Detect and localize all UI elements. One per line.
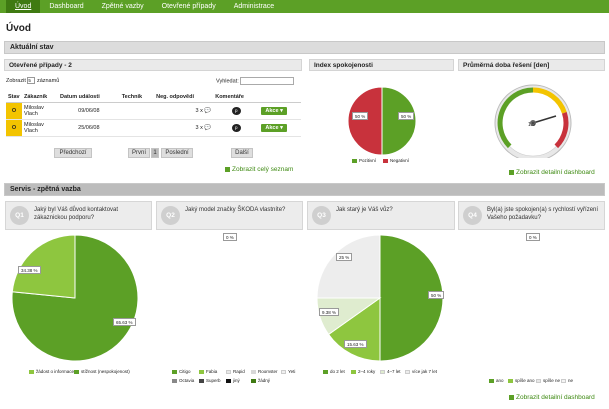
next-page-button[interactable]: Další	[231, 148, 253, 158]
neg-count: 3 x	[195, 125, 203, 131]
table-row: O Miloslav Vlach 25/06/08 3 x 💬 p Akce ▾	[6, 119, 301, 137]
show-entries: Zobrazit 5 záznamů	[6, 77, 59, 84]
satisfaction-header: Index spokojenosti	[309, 59, 454, 71]
question-text: Byl(a) jste spokojen(a) s rychlostí vyří…	[487, 207, 599, 221]
question-badge: Q4	[463, 206, 482, 225]
plus-icon	[509, 169, 514, 175]
pie-slice-zadost	[11, 234, 76, 299]
resolution-header: Průměrná doba řešení [den]	[458, 59, 605, 71]
question-q4: Q4 Byl(a) jste spokojen(a) s rychlostí v…	[458, 201, 605, 230]
pie-label: 50 %	[352, 112, 369, 120]
col-komentare[interactable]: Komentáře	[213, 92, 260, 103]
neg-count: 3 x	[195, 108, 203, 114]
cell-technik	[119, 102, 155, 120]
page-1-button[interactable]: 1	[151, 148, 159, 158]
nav-item-zpetne-vazby[interactable]: Zpětné vazby	[101, 3, 144, 10]
cell-datum: 25/06/08	[58, 119, 120, 137]
pie-label: 15.63 %	[344, 340, 367, 348]
question-badge: Q3	[312, 206, 331, 225]
prev-page-button[interactable]: Předchozí	[54, 148, 92, 158]
question-q3: Q3 Jak starý je Váš vůz?	[307, 201, 455, 230]
col-akce	[259, 92, 301, 103]
pie-label: 0 %	[223, 233, 237, 241]
link-all-cases[interactable]: Zobrazit celý seznam	[225, 166, 293, 173]
cases-table: Stav Zákazník Datum události Technik Neg…	[6, 92, 301, 137]
search-label: Vyhledat:	[216, 78, 239, 85]
pie-slice-2-4-roky	[327, 297, 381, 362]
question-text: Jaký byl Váš důvod kontaktovat zákaznick…	[34, 207, 119, 221]
question-badge: Q1	[10, 206, 29, 225]
akce-button[interactable]: Akce ▾	[261, 124, 287, 132]
cell-neg: 3 x 💬	[154, 102, 214, 120]
section-aktualni-stav: Aktuální stav	[4, 41, 605, 54]
top-nav: Úvod Dashboard Zpětné vazby Otevřené pří…	[0, 0, 609, 13]
col-zakaznik[interactable]: Zákazník	[22, 92, 58, 103]
akce-button[interactable]: Akce ▾	[261, 107, 287, 115]
satisfaction-pie	[347, 86, 417, 156]
cell-neg: 3 x 💬	[154, 119, 214, 137]
table-row: O Miloslav Vlach 09/06/08 3 x 💬 p Akce ▾	[6, 102, 301, 120]
gauge-value: 1.5	[528, 122, 535, 128]
question-q1: Q1 Jaký byl Váš důvod kontaktovat zákazn…	[5, 201, 152, 230]
cell-komentare: p	[213, 102, 260, 120]
legend-item: Negativní	[383, 158, 409, 163]
q3-pie	[316, 234, 444, 362]
legend-item: žádost o informace	[29, 369, 74, 374]
cell-zakaznik: Miloslav Vlach	[22, 102, 58, 120]
pie-slice-positive	[381, 86, 417, 156]
question-text: Jak starý je Váš vůz?	[336, 207, 393, 213]
plus-icon	[225, 166, 230, 172]
pie-slice-vice-7-let	[316, 234, 381, 299]
col-datum[interactable]: Datum události	[58, 92, 120, 103]
show-label: Zobrazit	[6, 77, 26, 84]
pie-slice-negative	[347, 86, 383, 156]
cell-zakaznik: Miloslav Vlach	[22, 119, 58, 137]
nav-item-administrace[interactable]: Administrace	[233, 3, 275, 10]
search-input[interactable]	[240, 77, 295, 85]
section-servis: Servis - zpětná vazba	[4, 183, 605, 196]
plus-icon	[509, 394, 514, 400]
comment-small-icon: 💬	[204, 108, 212, 114]
pie-label: 50 %	[398, 112, 415, 120]
comment-icon[interactable]: p	[231, 124, 241, 132]
pie-label: 34.38 %	[18, 266, 41, 274]
col-neg[interactable]: Neg. odpovědí	[154, 92, 214, 103]
nav-item-dashboard[interactable]: Dashboard	[49, 3, 84, 10]
legend-item: Pozitivní	[352, 158, 376, 163]
search-box: Vyhledat:	[216, 77, 295, 85]
status-badge: O	[6, 102, 22, 120]
show-entries-select[interactable]: 5	[27, 77, 36, 84]
show-label-2: záznamů	[36, 77, 60, 84]
last-page-button[interactable]: Poslední	[161, 148, 193, 158]
cell-technik	[119, 119, 155, 137]
resolution-gauge	[494, 84, 572, 158]
question-badge: Q2	[161, 206, 180, 225]
question-text: Jaký model značky ŠKODA vlastníte?	[185, 207, 286, 213]
cell-datum: 09/06/08	[58, 102, 120, 120]
pie-label: 0 %	[526, 233, 540, 241]
cell-komentare: p	[213, 119, 260, 137]
col-stav[interactable]: Stav	[6, 92, 22, 103]
pie-label: 65.63 %	[113, 318, 136, 326]
page-title: Úvod	[6, 23, 31, 34]
cases-panel-header: Otevřené případy - 2	[4, 59, 302, 71]
col-technik[interactable]: Technik	[119, 92, 155, 103]
legend-swatch	[352, 158, 357, 163]
question-q2: Q2 Jaký model značky ŠKODA vlastníte?	[156, 201, 303, 230]
link-servis-dashboard[interactable]: Zobrazit detailní dashboard	[509, 394, 595, 401]
legend-item: stížnost (nespokojenost)	[74, 369, 130, 374]
link-detail-dashboard[interactable]: Zobrazit detailní dashboard	[509, 169, 595, 176]
comment-icon[interactable]: p	[231, 107, 241, 115]
pie-label: 9.38 %	[319, 308, 340, 316]
legend-swatch	[383, 158, 388, 163]
pie-label: 50 %	[428, 291, 445, 299]
status-badge: O	[6, 119, 22, 137]
nav-item-otevrene-pripady[interactable]: Otevřené případy	[161, 3, 216, 10]
comment-small-icon: 💬	[204, 125, 212, 131]
first-page-button[interactable]: První	[128, 148, 150, 158]
pie-label: 25 %	[336, 253, 353, 261]
q1-pie	[11, 234, 139, 362]
nav-item-uvod[interactable]: Úvod	[6, 0, 41, 13]
